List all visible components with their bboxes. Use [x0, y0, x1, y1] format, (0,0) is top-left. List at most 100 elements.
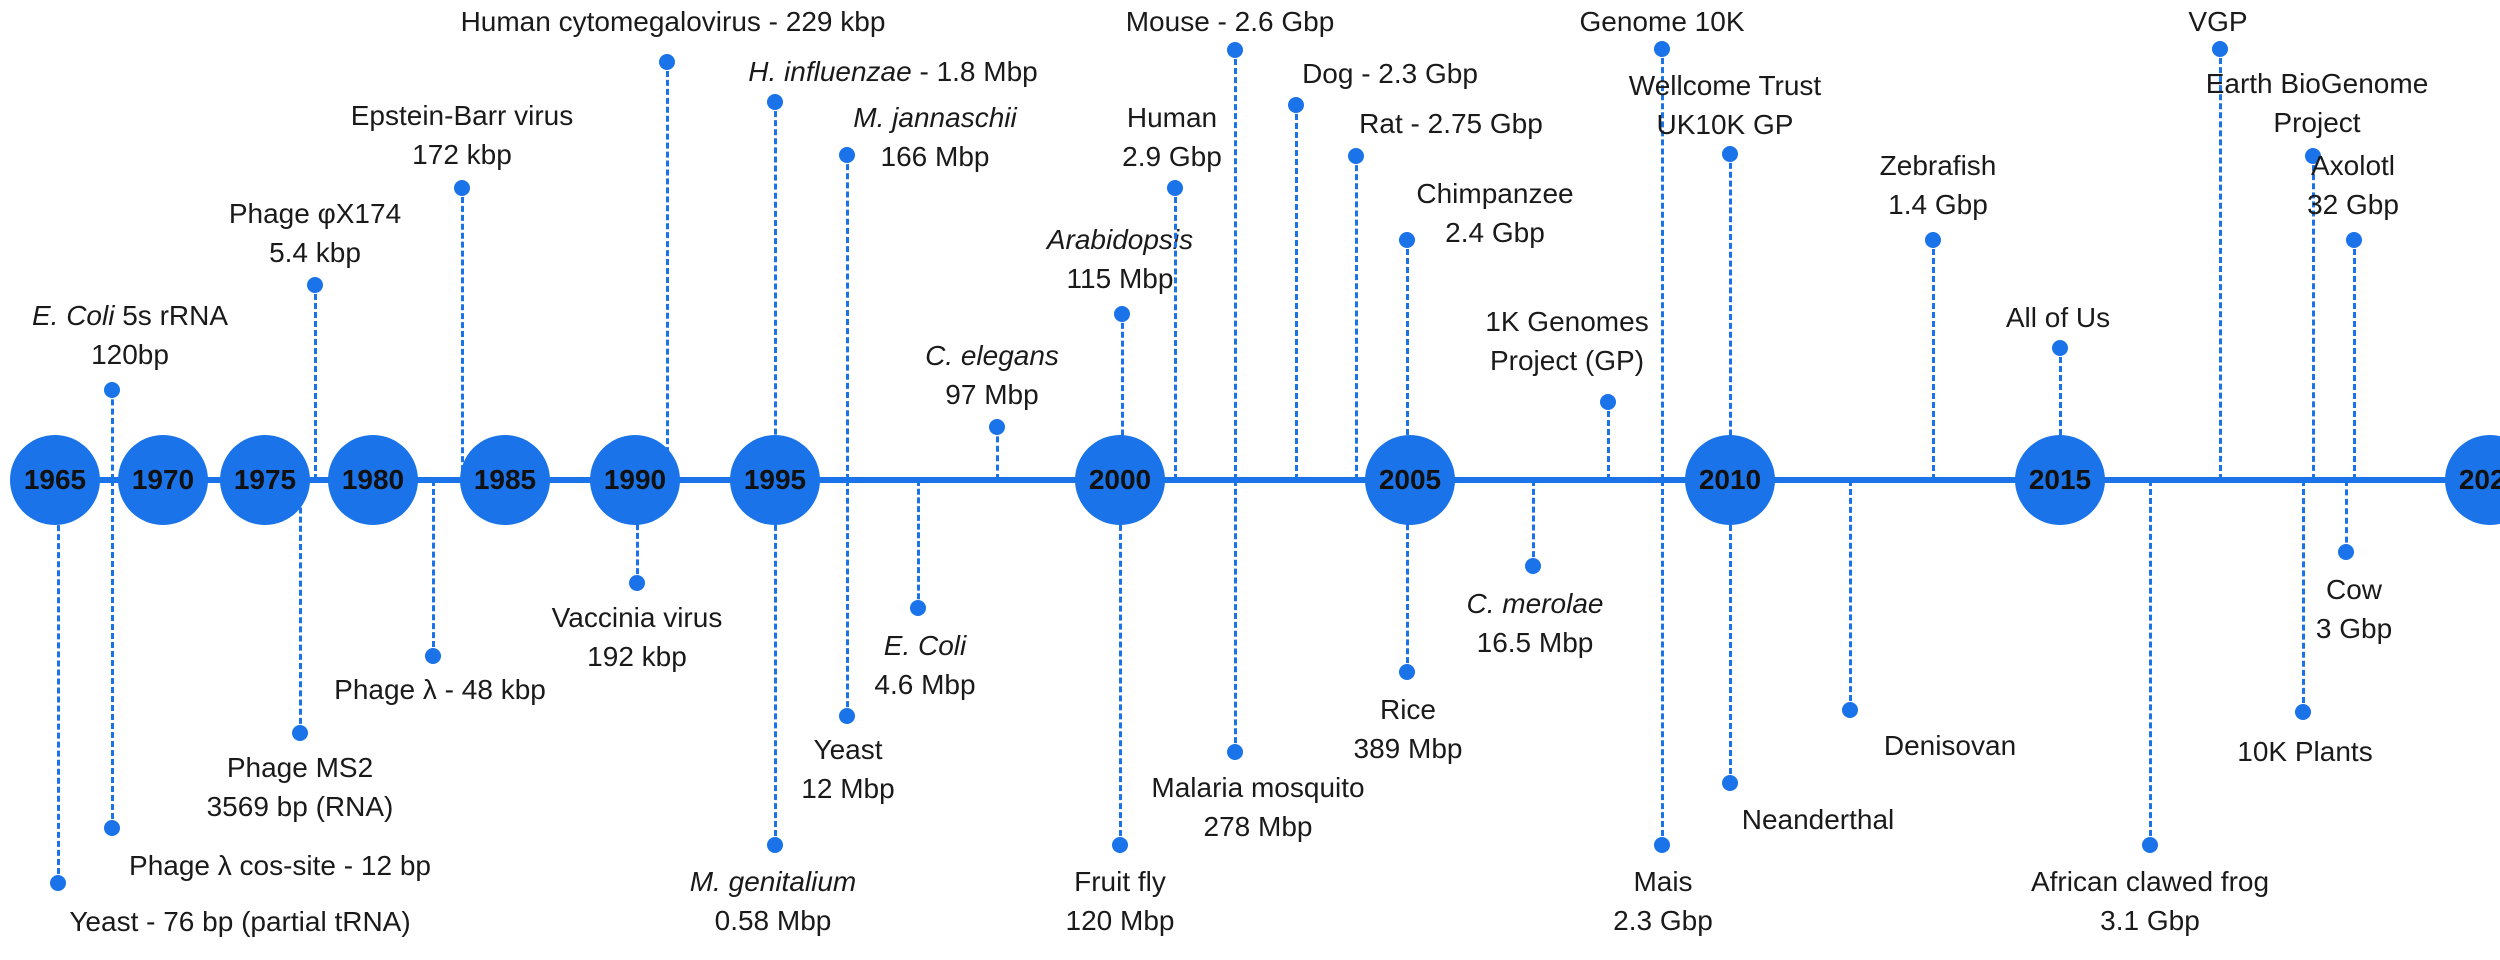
connector-line: [2311, 156, 2315, 480]
event-label: Axolotl 32 Gbp: [2103, 146, 2500, 224]
event-label: Phage φX174 5.4 kbp: [65, 194, 565, 272]
event-label: Rice 389 Mbp: [1158, 690, 1658, 768]
event-label: Mais 2.3 Gbp: [1413, 862, 1913, 940]
year-marker-1985: 1985: [460, 435, 550, 525]
event-marker: [629, 575, 645, 591]
event-label: Malaria mosquito 278 Mbp: [1008, 768, 1508, 846]
event-label-line: 4.6 Mbp: [874, 669, 976, 700]
event-marker: [454, 180, 470, 196]
event-label-line: Phage MS2: [226, 752, 374, 783]
event-marker: [104, 820, 120, 836]
year-marker-2015: 2015: [2015, 435, 2105, 525]
event-label: Epstein-Barr virus 172 kbp: [212, 96, 712, 174]
connector-line: [773, 102, 777, 480]
event-label-line: Rat - 2.75 Gbp: [1359, 108, 1543, 139]
event-label: Phage MS2 3569 bp (RNA): [50, 748, 550, 826]
connector-line: [1531, 480, 1535, 566]
event-label-line: 120bp: [91, 339, 169, 370]
connector-line: [56, 480, 60, 883]
timeline-axis: [20, 477, 2480, 483]
event-label-line: 2.4 Gbp: [1445, 217, 1545, 248]
year-marker-1990: 1990: [590, 435, 680, 525]
event-marker: [910, 600, 926, 616]
event-label: M. jannaschii 166 Mbp: [685, 98, 1185, 176]
event-marker: [425, 648, 441, 664]
event-marker: [1399, 664, 1415, 680]
event-marker: [104, 382, 120, 398]
event-label-line: Phage φX174: [228, 198, 402, 229]
connector-line: [1848, 480, 1852, 710]
event-label-line: 97 Mbp: [945, 379, 1039, 410]
event-label-line: 3 Gbp: [2315, 613, 2393, 644]
event-label-line: Yeast - 76 bp (partial tRNA): [69, 906, 411, 937]
event-marker: [2346, 232, 2362, 248]
event-marker: [1227, 744, 1243, 760]
event-label: Chimpanzee 2.4 Gbp: [1245, 174, 1745, 252]
event-label-line: 192 kbp: [587, 641, 687, 672]
event-marker: [1525, 558, 1541, 574]
connector-line: [1728, 154, 1732, 480]
connector-line: [110, 390, 114, 480]
event-label: Cow 3 Gbp: [2104, 570, 2500, 648]
connector-line: [1233, 50, 1237, 480]
event-label: E. Coli 5s rRNA 120bp: [0, 296, 380, 374]
event-label-line: Wellcome Trust: [1628, 70, 1822, 101]
event-label: M. genitalium 0.58 Mbp: [523, 862, 1023, 940]
connector-line: [298, 480, 302, 733]
event-marker: [767, 94, 783, 110]
event-label-line: VGP: [2188, 6, 2248, 37]
event-label-line: M. jannaschii: [685, 98, 1185, 137]
event-label-line: Human cytomegalovirus - 229 kbp: [460, 6, 886, 37]
connector-line: [2344, 480, 2348, 552]
event-label: Phage λ cos-site - 12 bp: [30, 846, 530, 885]
event-label: 1K Genomes Project (GP): [1317, 302, 1817, 380]
event-label-line: C. merolae: [1285, 584, 1785, 623]
event-label: Genome 10K: [1412, 2, 1912, 41]
event-label-line: E. Coli 5s rRNA: [31, 300, 229, 331]
connector-line: [460, 188, 464, 480]
event-label: Yeast 12 Mbp: [598, 730, 1098, 808]
connector-line: [995, 427, 999, 480]
event-marker: [767, 837, 783, 853]
italic-species-name: M. jannaschii: [853, 102, 1017, 133]
event-marker: [2295, 704, 2311, 720]
event-label: Dog - 2.3 Gbp: [1140, 54, 1640, 93]
event-marker: [989, 419, 1005, 435]
event-label-line: African clawed frog: [2030, 866, 2270, 897]
event-marker: [292, 725, 308, 741]
event-label-line: Fruit fly: [1074, 866, 1166, 897]
event-label-line: Arabidopsis: [870, 220, 1370, 259]
event-marker: [2142, 837, 2158, 853]
connector-line: [1660, 49, 1664, 480]
event-label-line: Cow: [2325, 574, 2382, 605]
event-label: Fruit fly 120 Mbp: [870, 862, 1370, 940]
connector-line: [1405, 480, 1409, 672]
connector-line: [2148, 480, 2152, 845]
event-marker: [1600, 394, 1616, 410]
event-label-line: 3569 bp (RNA): [206, 791, 394, 822]
event-label-line: Mais: [1633, 866, 1693, 897]
event-label-line: Earth BioGenome: [2205, 68, 2429, 99]
event-marker: [1399, 232, 1415, 248]
connector-line: [773, 480, 777, 845]
connector-line: [2058, 348, 2062, 480]
event-label-line: Genome 10K: [1579, 6, 1745, 37]
event-label-line: 10K Plants: [2237, 736, 2373, 767]
event-marker: [839, 708, 855, 724]
italic-species-name: M. genitalium: [689, 866, 857, 897]
event-marker: [1348, 148, 1364, 164]
event-label: Earth BioGenome Project: [2067, 64, 2500, 142]
connector-line: [110, 480, 114, 828]
event-label: C. elegans 97 Mbp: [742, 336, 1242, 414]
connector-line: [1606, 402, 1610, 480]
event-marker: [1654, 41, 1670, 57]
event-label-line: C. elegans: [742, 336, 1242, 375]
event-label-line: 12 Mbp: [801, 773, 895, 804]
event-label-line: Yeast: [813, 734, 883, 765]
year-marker-2010: 2010: [1685, 435, 1775, 525]
event-label: Wellcome Trust UK10K GP: [1475, 66, 1975, 144]
event-marker: [2052, 340, 2068, 356]
event-marker: [839, 147, 855, 163]
connector-line: [1931, 240, 1935, 480]
connector-line: [1405, 240, 1409, 480]
